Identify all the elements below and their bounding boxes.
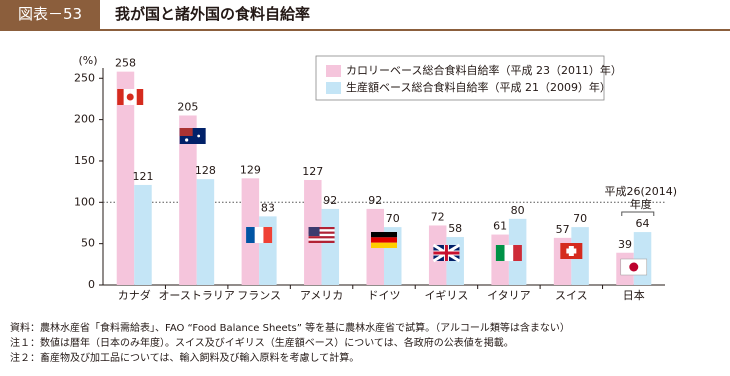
bar [116, 71, 135, 286]
x-tick-label: オーストラリア [158, 289, 234, 302]
flag-part [308, 231, 335, 234]
value-label: 57 [556, 223, 570, 236]
value-label: 92 [368, 194, 382, 207]
bar [259, 216, 277, 285]
flag-part [495, 245, 505, 261]
x-tick-label: アメリカ [300, 289, 343, 302]
bar [446, 237, 464, 285]
flag-part [136, 89, 144, 105]
note: 注１：数値は暦年（日本のみ年度）。スイス及びイギリス（生産額ベース）については、… [10, 338, 514, 349]
value-label: 39 [618, 238, 632, 251]
x-tick-label: スイス [555, 289, 588, 302]
x-tick-label: カナダ [118, 288, 151, 302]
bar [196, 179, 215, 285]
flag-part [185, 138, 189, 142]
flag-part [371, 242, 397, 248]
flag-part [179, 128, 193, 136]
flag-part [308, 227, 335, 230]
y-unit: (%) [78, 54, 97, 67]
flag-part [308, 233, 335, 237]
bar [179, 115, 197, 285]
annotation-bracket [621, 211, 655, 216]
chart: (%) 0 50 100 150 200 250 カロリーベース総合食料自給率（平成 23（… [74, 54, 677, 302]
bar [633, 232, 652, 285]
value-label: 205 [177, 100, 198, 113]
value-label: 128 [195, 164, 216, 177]
value-label: 72 [431, 210, 445, 223]
value-label: 121 [132, 170, 153, 183]
x-tick-label: ドイツ [368, 289, 401, 302]
y-tick-label: 0 [88, 278, 95, 291]
notes: 資料：農林水産省「食料需給表」、FAO “Food Balance Sheets… [10, 321, 570, 366]
flag-part [246, 227, 255, 243]
flag-part [566, 248, 577, 254]
value-label: 70 [573, 212, 587, 225]
y-tick-label: 200 [74, 113, 95, 126]
note: 資料：農林水産省「食料需給表」、FAO “Food Balance Sheets… [10, 323, 570, 334]
flag-part [308, 238, 335, 241]
value-label: 83 [261, 201, 275, 214]
annotation: 年度 [630, 197, 652, 211]
figure-label: 図表－53 [0, 0, 100, 29]
flag-part [254, 227, 264, 243]
legend-swatch [326, 65, 341, 77]
value-label: 129 [240, 163, 261, 176]
bar [134, 184, 152, 285]
flag-part [513, 245, 522, 261]
note: 注２：畜産物及び加工品については、輸入飼料及び輸入原料を考慮して計算。 [10, 353, 360, 364]
value-label: 58 [448, 222, 462, 235]
flag-part [629, 262, 639, 272]
y-tick-label: 150 [74, 154, 95, 167]
value-label: 64 [636, 217, 650, 230]
legend-box [315, 55, 605, 101]
flag-part [308, 227, 320, 236]
y-tick-label: 250 [74, 71, 95, 84]
flag-part [308, 229, 335, 232]
flag-part [197, 134, 201, 138]
figure-title: 我が国と諸外国の食料自給率 [115, 5, 311, 23]
x-tick-label: 日本 [623, 288, 645, 302]
flag-part [371, 232, 397, 238]
y-tick-label: 100 [74, 195, 95, 208]
flag-part [504, 245, 514, 261]
value-label: 127 [302, 165, 323, 178]
y-tick-label: 50 [81, 237, 95, 250]
legend-swatch [326, 82, 341, 94]
bar [321, 208, 340, 285]
flag-part [371, 237, 397, 243]
annotation: 平成26(2014) [604, 185, 677, 198]
legend-label: カロリーベース総合食料自給率（平成 23（2011）年） [346, 63, 622, 77]
flag-part [126, 93, 134, 101]
value-label: 70 [386, 212, 400, 225]
value-label: 92 [323, 194, 337, 207]
legend-label: 生産額ベース総合食料自給率（平成 21（2009）年） [346, 80, 611, 94]
x-tick-label: イギリス [424, 289, 468, 302]
x-tick-label: フランス [237, 289, 281, 302]
flag-part [444, 245, 448, 261]
value-label: 258 [115, 57, 136, 70]
flag-part [263, 227, 273, 243]
value-label: 61 [493, 220, 507, 233]
value-label: 80 [511, 204, 525, 217]
x-tick-label: イタリア [487, 289, 531, 302]
header-rule [0, 29, 730, 31]
flag-part [308, 240, 335, 243]
flag-part [117, 89, 124, 105]
flag-part [308, 236, 335, 239]
